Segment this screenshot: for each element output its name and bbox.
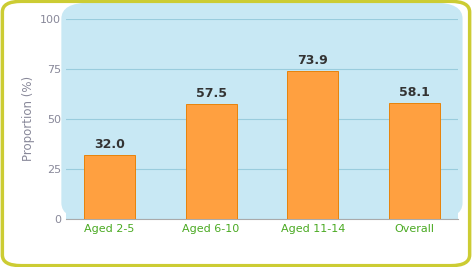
- Bar: [185, 104, 236, 219]
- Text: 58.1: 58.1: [399, 86, 430, 99]
- Y-axis label: Proportion (%): Proportion (%): [22, 76, 34, 161]
- Text: 73.9: 73.9: [297, 54, 328, 67]
- Bar: [287, 71, 338, 219]
- Bar: [389, 103, 440, 219]
- Bar: [84, 155, 135, 219]
- Text: 32.0: 32.0: [94, 138, 125, 151]
- Text: 57.5: 57.5: [195, 87, 227, 100]
